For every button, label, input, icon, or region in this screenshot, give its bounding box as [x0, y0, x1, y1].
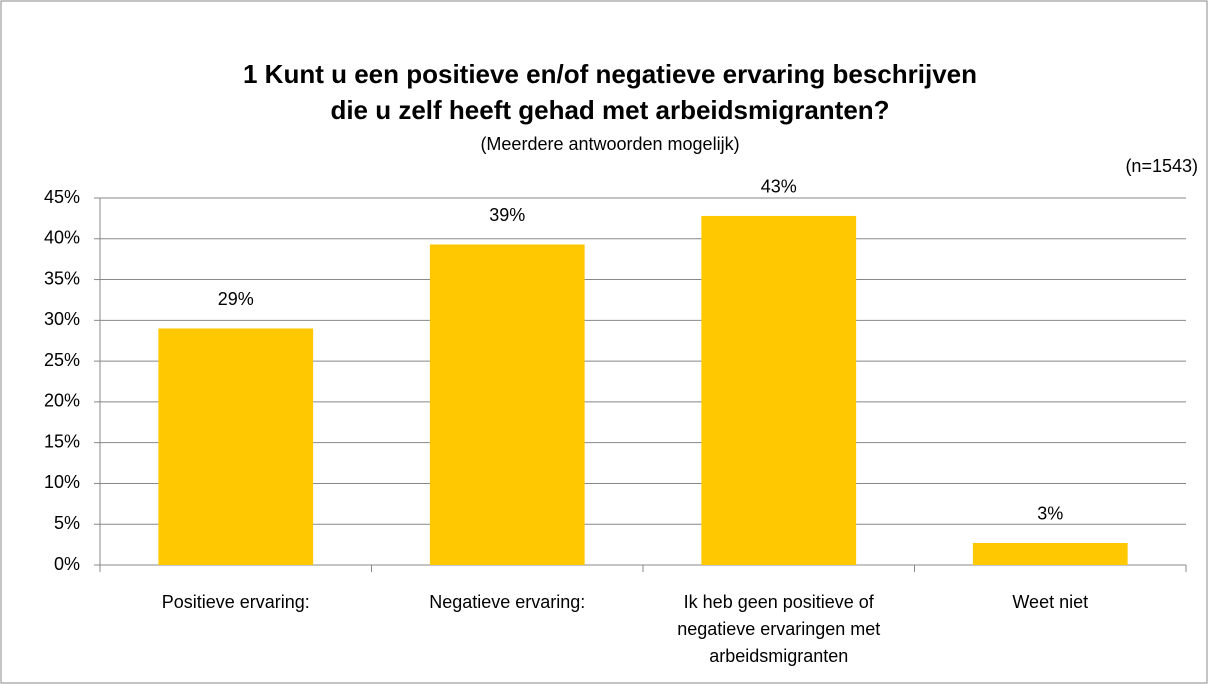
bar — [429, 244, 585, 565]
y-tick-label: 15% — [44, 431, 80, 451]
y-tick-label: 10% — [44, 472, 80, 492]
data-label: 43% — [761, 177, 797, 197]
x-tick-label-line: negatieve ervaringen met — [677, 619, 880, 639]
y-tick-label: 5% — [54, 513, 80, 533]
sample-note: (n=1543) — [1125, 156, 1198, 176]
y-tick-label: 35% — [44, 268, 80, 288]
bar — [972, 542, 1128, 565]
x-tick-label: Positieve ervaring: — [162, 592, 310, 612]
data-label: 3% — [1037, 504, 1063, 524]
chart-title: die u zelf heeft gehad met arbeidsmigran… — [330, 95, 889, 125]
x-tick-label: Weet niet — [1012, 592, 1088, 612]
x-tick-label: Negatieve ervaring: — [429, 592, 585, 612]
y-tick-label: 0% — [54, 554, 80, 574]
chart-title: 1 Kunt u een positieve en/of negatieve e… — [243, 59, 977, 89]
x-tick-label-line: Negatieve ervaring: — [429, 592, 585, 612]
x-tick-label-line: Positieve ervaring: — [162, 592, 310, 612]
chart-subtitle: (Meerdere antwoorden mogelijk) — [480, 134, 739, 154]
x-tick-label-line: Weet niet — [1012, 592, 1088, 612]
bar — [701, 215, 857, 566]
x-tick-label-line: arbeidsmigranten — [709, 646, 848, 666]
data-label: 39% — [489, 205, 525, 225]
data-label: 29% — [218, 289, 254, 309]
y-tick-label: 30% — [44, 309, 80, 329]
y-tick-label: 20% — [44, 391, 80, 411]
y-tick-label: 25% — [44, 350, 80, 370]
x-tick-label: Ik heb geen positieve of negatieve ervari… — [677, 592, 880, 666]
y-tick-label: 45% — [44, 187, 80, 207]
bar — [158, 328, 314, 565]
x-tick-label-line: Ik heb geen positieve of — [684, 592, 875, 612]
y-tick-label: 40% — [44, 228, 80, 248]
